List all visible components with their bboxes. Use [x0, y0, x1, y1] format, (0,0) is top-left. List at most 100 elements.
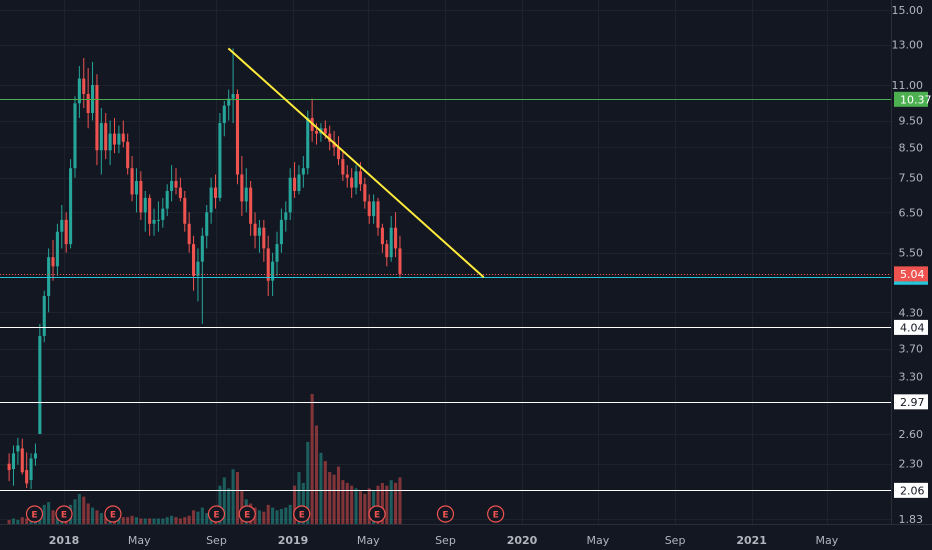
candle [143, 190, 147, 232]
candle-body [126, 141, 130, 169]
candlestick-series [7, 48, 402, 490]
candle [200, 227, 204, 324]
candle [284, 201, 288, 232]
candle [126, 133, 130, 175]
price-tick-label: 8.50 [899, 141, 924, 154]
time-axis[interactable]: 2018 May Sep 2019 May Sep 2020 May Sep 2021 May [49, 534, 839, 547]
candle [227, 89, 231, 121]
candle [29, 453, 33, 490]
volume-bar [363, 493, 367, 524]
candle [60, 204, 64, 249]
candle-body [187, 223, 191, 245]
time-tick-label: Sep [435, 534, 456, 547]
price-tick-label: 13.00 [892, 39, 924, 52]
candle [293, 162, 297, 198]
earnings-marker[interactable]: E [55, 505, 73, 523]
candle [161, 197, 165, 228]
resistance-trendline[interactable] [227, 47, 485, 279]
earnings-marker-circle [104, 505, 122, 523]
earnings-marker[interactable]: E [293, 505, 311, 523]
candle [350, 168, 354, 198]
candle-body [266, 248, 270, 281]
candle [121, 120, 125, 148]
candle-body [257, 227, 261, 236]
volume-bar [16, 519, 20, 524]
volume-bar [130, 515, 134, 524]
earnings-marker[interactable]: E [25, 505, 44, 523]
earnings-marker[interactable]: E [238, 505, 256, 523]
earnings-marker[interactable]: E [207, 505, 226, 523]
candle [104, 112, 108, 160]
candle-body [284, 212, 288, 220]
horizontal-levels[interactable] [0, 99, 891, 491]
candle-body [170, 180, 174, 191]
earnings-marker[interactable]: E [436, 505, 455, 523]
volume-bar [306, 441, 310, 524]
volume-bar [174, 517, 178, 524]
candle-body [314, 130, 319, 134]
candle [108, 120, 112, 166]
earnings-marker-label: E [244, 511, 250, 521]
volume-bar [389, 480, 393, 524]
candle-body [60, 219, 64, 232]
price-axis[interactable]: 1.83 2.30 2.60 3.30 3.70 4.30 5.50 6.50 7.50 8.50… [892, 4, 924, 526]
volume-bar [104, 514, 108, 524]
volume-bar [271, 507, 275, 524]
level-price-label-bg [894, 482, 928, 498]
price-tick-label: 9.50 [899, 115, 924, 128]
level-price-label-bg [894, 91, 928, 107]
volume-bar [222, 477, 226, 524]
earnings-marker-label: E [442, 511, 448, 521]
trendline[interactable] [227, 47, 485, 279]
candle [218, 112, 222, 202]
volume-bar [148, 518, 152, 524]
volume-bar [143, 518, 147, 524]
candle [372, 194, 376, 224]
price-tick-label: 15.00 [892, 4, 924, 17]
time-tick-label: May [128, 534, 151, 547]
volume-bar [11, 518, 16, 524]
candle-body [394, 227, 398, 249]
time-tick-label: May [816, 534, 839, 547]
earnings-marker[interactable]: E [487, 505, 505, 523]
time-tick-label: Sep [665, 534, 686, 547]
candle [394, 212, 398, 258]
volume-bar [77, 493, 81, 524]
candle [380, 223, 384, 253]
candle-body [244, 187, 248, 202]
candle [16, 437, 20, 465]
candle-body [293, 177, 297, 191]
volume-bar [257, 510, 261, 524]
candle [257, 219, 261, 253]
candle [354, 165, 358, 195]
last-price-label: 5.04 [894, 266, 928, 282]
price-tick-label: 3.70 [899, 343, 924, 356]
volume-bar [350, 485, 354, 524]
volume-bar [86, 503, 90, 524]
candle [178, 177, 182, 202]
candle [301, 156, 305, 188]
volume-bar [332, 474, 336, 524]
earnings-marker-label: E [213, 511, 219, 521]
volume-bar [25, 518, 29, 524]
earnings-marker[interactable]: E [104, 505, 122, 523]
volume-bar [354, 488, 358, 524]
earnings-marker-circle [25, 505, 44, 523]
candle-body [178, 187, 182, 198]
candle-body [104, 123, 108, 151]
volume-bar [117, 517, 121, 524]
candle-body [350, 177, 354, 188]
level-price-label-text: 10.37 [900, 93, 932, 106]
volume-bar [95, 510, 99, 524]
candle-body [183, 197, 187, 224]
candle [288, 168, 292, 220]
volume-bar [314, 425, 319, 524]
earnings-marker[interactable]: E [368, 505, 386, 523]
last-price-label-bg [894, 266, 928, 282]
candle-body [156, 219, 160, 221]
volume-bar [288, 504, 292, 524]
price-tick-label: 6.50 [899, 206, 924, 219]
candle-body [288, 177, 292, 213]
